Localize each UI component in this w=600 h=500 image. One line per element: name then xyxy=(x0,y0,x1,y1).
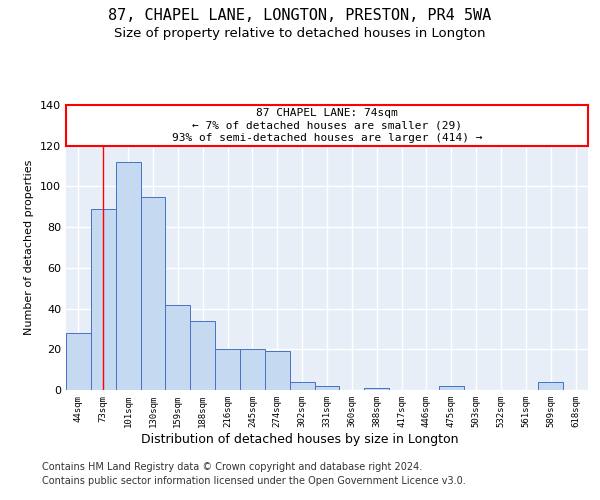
Bar xyxy=(190,321,215,390)
Text: 93% of semi-detached houses are larger (414) →: 93% of semi-detached houses are larger (… xyxy=(172,132,482,142)
Text: Size of property relative to detached houses in Longton: Size of property relative to detached ho… xyxy=(114,28,486,40)
Text: Contains public sector information licensed under the Open Government Licence v3: Contains public sector information licen… xyxy=(42,476,466,486)
Bar xyxy=(91,209,116,390)
Text: ← 7% of detached houses are smaller (29): ← 7% of detached houses are smaller (29) xyxy=(192,120,462,130)
Bar xyxy=(538,382,563,390)
Bar xyxy=(314,386,340,390)
Bar xyxy=(290,382,314,390)
Bar xyxy=(140,196,166,390)
Text: Distribution of detached houses by size in Longton: Distribution of detached houses by size … xyxy=(141,432,459,446)
Text: 87 CHAPEL LANE: 74sqm: 87 CHAPEL LANE: 74sqm xyxy=(256,108,398,118)
Bar xyxy=(116,162,140,390)
Text: 87, CHAPEL LANE, LONGTON, PRESTON, PR4 5WA: 87, CHAPEL LANE, LONGTON, PRESTON, PR4 5… xyxy=(109,8,491,22)
Y-axis label: Number of detached properties: Number of detached properties xyxy=(25,160,34,335)
Bar xyxy=(166,304,190,390)
Bar xyxy=(439,386,464,390)
Bar xyxy=(240,350,265,390)
FancyBboxPatch shape xyxy=(66,105,588,146)
Bar xyxy=(364,388,389,390)
Bar xyxy=(215,350,240,390)
Bar xyxy=(66,333,91,390)
Text: Contains HM Land Registry data © Crown copyright and database right 2024.: Contains HM Land Registry data © Crown c… xyxy=(42,462,422,472)
Bar xyxy=(265,352,290,390)
